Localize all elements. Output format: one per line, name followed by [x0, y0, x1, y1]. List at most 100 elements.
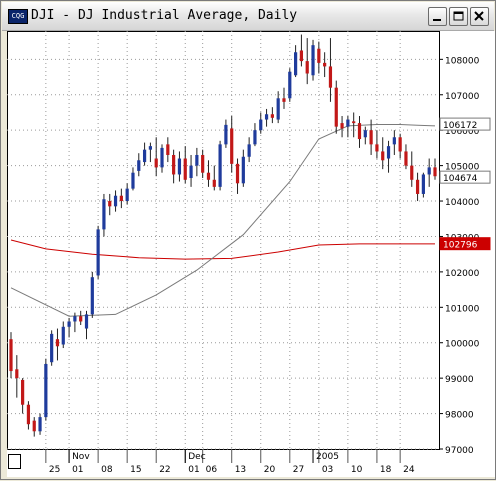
candle-body [357, 123, 362, 140]
x-tick-label: 06 [206, 465, 218, 475]
y-tick-label: 100000 [445, 340, 480, 350]
y-tick-label: 105000 [445, 163, 480, 173]
candle-body [404, 151, 408, 166]
candle-body [50, 333, 54, 363]
candle-body [398, 137, 402, 152]
candle-body [299, 50, 304, 62]
candle-body [44, 363, 48, 418]
candle-body [195, 154, 199, 166]
x-tick-label: 10 [351, 465, 363, 475]
candle-body [177, 158, 182, 175]
y-tick-label: 104000 [445, 198, 480, 208]
candle-body [317, 48, 321, 63]
candle-body [84, 314, 89, 329]
x-tick-label: 01 [188, 465, 199, 475]
candle-body [183, 158, 187, 180]
candle-body [166, 144, 170, 155]
candle-body [131, 172, 135, 189]
close-icon [474, 11, 484, 21]
candle-body [160, 147, 164, 168]
cursor-box [8, 454, 21, 469]
candle-body [125, 188, 129, 202]
candle-body [352, 121, 356, 124]
candle-body [288, 71, 292, 99]
x-tick-label: 03 [322, 465, 333, 475]
window-title: DJI - DJ Industrial Average, Daily [31, 8, 298, 23]
candle-body [108, 201, 112, 207]
candle-body [323, 62, 327, 67]
x-tick-label: 25 [49, 465, 60, 475]
candle-body [96, 229, 100, 276]
candle-body [386, 146, 391, 159]
candle-body [38, 417, 42, 432]
candle-body [172, 154, 176, 175]
candle-body [247, 144, 251, 157]
plot-background [7, 31, 439, 449]
price-tag-label: 104674 [443, 174, 478, 184]
y-tick-label: 102000 [445, 269, 480, 279]
x-tick-label: 27 [293, 465, 304, 475]
y-tick-label: 107000 [445, 92, 480, 102]
price-tag-box [439, 117, 491, 131]
candle-body [148, 146, 152, 150]
x-tick-label: 20 [264, 465, 276, 475]
candle-body [369, 130, 373, 145]
x-tick-label: 18 [380, 465, 392, 475]
candle-body [253, 130, 257, 145]
candle-body [340, 123, 344, 129]
candle-body [328, 66, 333, 88]
candle-body [73, 316, 77, 322]
price-tag-box [439, 170, 491, 184]
candle-body [264, 114, 269, 120]
candle-body [113, 195, 118, 207]
candle-body [235, 163, 240, 184]
candle-body [90, 277, 94, 315]
candlestick-chart[interactable]: 9700098000990001000001010001020001030001… [7, 31, 495, 477]
title-bar[interactable]: CQG DJI - DJ Industrial Average, Daily [2, 2, 494, 31]
candle-body [375, 144, 379, 152]
candle-body [189, 165, 193, 179]
minimize-icon [433, 19, 441, 21]
candle-body [224, 124, 228, 145]
chart-area[interactable]: 9700098000990001000001010001020001030001… [7, 31, 495, 477]
candle-body [421, 174, 425, 194]
x-tick-label: 22 [159, 465, 170, 475]
ma-long-line [10, 239, 435, 260]
y-tick-label: 108000 [445, 56, 480, 66]
ma-short-line [10, 124, 436, 317]
candle-body [381, 151, 385, 161]
candle-body [415, 179, 420, 194]
y-tick-label: 97000 [445, 446, 474, 456]
x-tick-label: 13 [235, 465, 246, 475]
x-tick-label: 24 [403, 465, 415, 475]
candle-body [206, 172, 211, 180]
close-button[interactable] [470, 7, 489, 26]
candle-body [363, 130, 367, 138]
candle-body [427, 167, 431, 175]
candle-body [201, 154, 205, 173]
x-tick-label: 08 [101, 465, 113, 475]
y-tick-label: 106000 [445, 127, 480, 137]
x-tick-label: 01 [72, 465, 83, 475]
candle-body [55, 339, 60, 347]
candle-body [346, 119, 350, 127]
y-tick-label: 98000 [445, 411, 474, 421]
candle-body [259, 119, 263, 131]
candle-body [32, 420, 36, 432]
x-month-label: Nov [72, 452, 90, 462]
candle-body [9, 339, 13, 372]
minimize-button[interactable] [428, 7, 447, 26]
x-month-label: Dec [188, 452, 205, 462]
candle-body [392, 137, 396, 145]
candle-body [212, 179, 216, 187]
candle-body [294, 52, 298, 76]
candle-body [276, 98, 280, 120]
candle-body [26, 404, 31, 425]
candle-body [61, 326, 65, 345]
candle-body [15, 369, 19, 379]
candle-body [311, 45, 315, 76]
maximize-button[interactable] [449, 7, 468, 26]
candle-body [142, 149, 147, 163]
candle-body [137, 160, 141, 171]
